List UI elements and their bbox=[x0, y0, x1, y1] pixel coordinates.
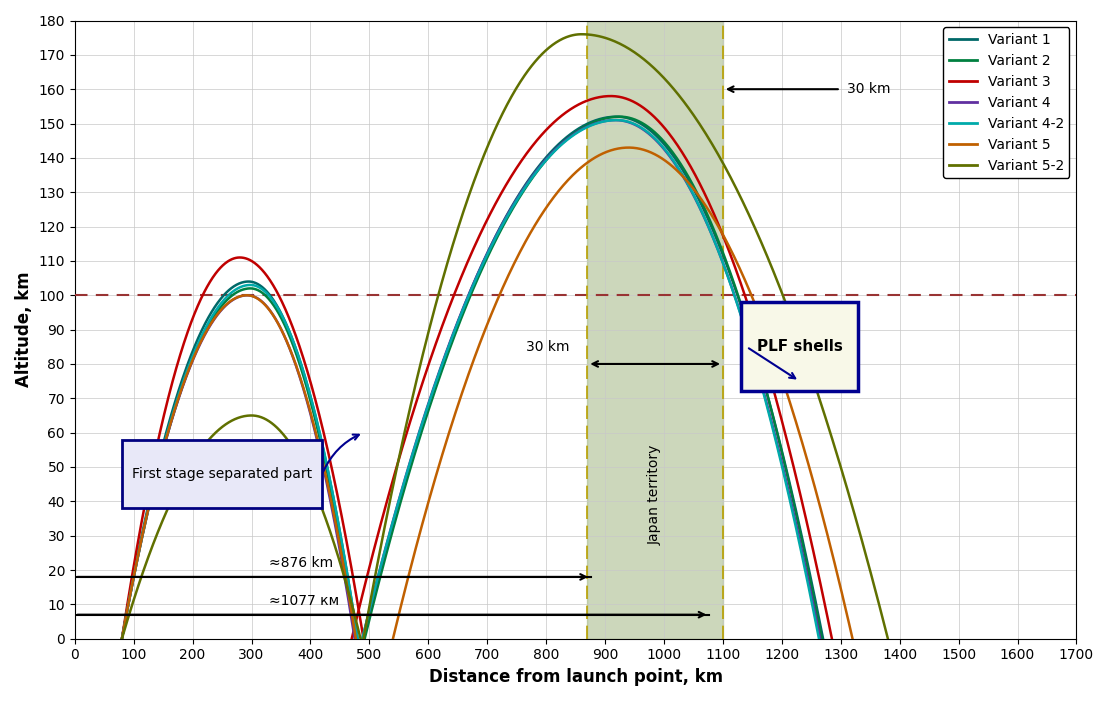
Legend: Variant 1, Variant 2, Variant 3, Variant 4, Variant 4-2, Variant 5, Variant 5-2: Variant 1, Variant 2, Variant 3, Variant… bbox=[944, 27, 1069, 178]
Text: 30 km: 30 km bbox=[846, 82, 891, 96]
FancyBboxPatch shape bbox=[741, 302, 858, 391]
FancyBboxPatch shape bbox=[122, 440, 323, 508]
Y-axis label: Altitude, km: Altitude, km bbox=[16, 272, 33, 388]
Text: First stage separated part: First stage separated part bbox=[132, 467, 312, 481]
Text: ≈876 km: ≈876 km bbox=[269, 556, 334, 570]
Text: 30 km: 30 km bbox=[526, 340, 570, 353]
Text: PLF shells: PLF shells bbox=[756, 339, 843, 354]
Text: ≈1077 км: ≈1077 км bbox=[269, 594, 339, 608]
Text: Japan territory: Japan territory bbox=[648, 444, 662, 545]
Bar bbox=[588, 20, 723, 639]
X-axis label: Distance from launch point, km: Distance from launch point, km bbox=[428, 668, 723, 686]
